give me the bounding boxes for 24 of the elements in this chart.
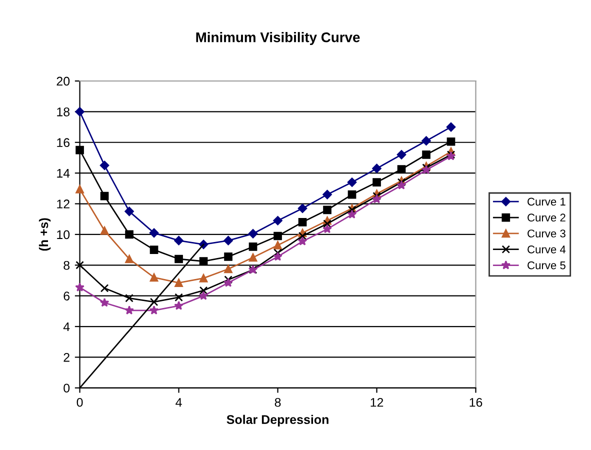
x-tick-label: 8 bbox=[274, 398, 281, 407]
x-tick-label: 16 bbox=[470, 398, 482, 407]
legend-label: Curve 5 bbox=[528, 261, 566, 270]
y-tick-label: 12 bbox=[57, 200, 70, 208]
y-tick-label: 10 bbox=[57, 230, 70, 240]
y-tick-label: 2 bbox=[64, 353, 70, 362]
y-tick-label: 6 bbox=[64, 292, 70, 300]
y-tick-label: 0 bbox=[64, 384, 70, 393]
y-tick-label: 14 bbox=[57, 169, 70, 178]
y-tick-label: 18 bbox=[57, 107, 70, 116]
legend-label: Curve 3 bbox=[528, 230, 566, 238]
y-axis-title: (h +s) bbox=[38, 218, 51, 251]
legend-label: Curve 1 bbox=[528, 198, 566, 206]
y-tick-label: 8 bbox=[64, 260, 70, 270]
x-tick-label: 4 bbox=[176, 398, 182, 407]
y-tick-label: 20 bbox=[56, 76, 70, 86]
legend-label: Curve 2 bbox=[528, 214, 566, 222]
x-axis-title: Solar Depression bbox=[226, 414, 328, 426]
y-tick-label: 16 bbox=[57, 138, 70, 148]
chart-title: Minimum Visibility Curve bbox=[196, 32, 360, 45]
x-tick-label: 12 bbox=[370, 398, 384, 407]
legend-label: Curve 4 bbox=[528, 245, 566, 254]
x-tick-label: 0 bbox=[76, 398, 83, 407]
y-tick-label: 4 bbox=[63, 322, 70, 332]
